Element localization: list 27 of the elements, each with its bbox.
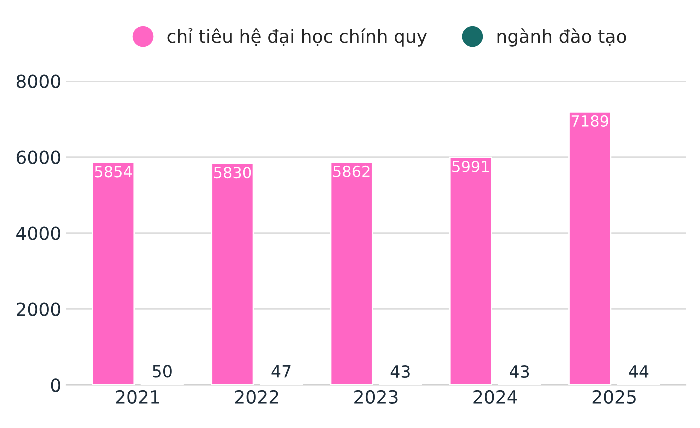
- x-tick-label: 2022: [235, 390, 278, 404]
- y-tick-label: 2000: [17, 302, 60, 316]
- data-label: 43: [390, 365, 410, 378]
- legend-label: ngành đào tạo: [498, 28, 626, 47]
- y-tick-label: 4000: [16, 226, 60, 240]
- y-tick-label: 0: [51, 378, 60, 392]
- y-tick-label: 8000: [16, 74, 60, 88]
- bar: [568, 111, 612, 386]
- x-tick-label: 2025: [592, 390, 636, 404]
- bar: [330, 162, 374, 386]
- legend-label: chỉ tiêu hệ đại học chính quy: [168, 28, 428, 47]
- x-tick-label: 2024: [474, 390, 518, 404]
- data-label: 44: [629, 366, 649, 378]
- x-tick-label: 2021: [116, 390, 160, 404]
- data-label: 43: [510, 365, 530, 378]
- data-label: 5991: [452, 160, 489, 172]
- bar: [211, 163, 254, 386]
- bar: [449, 156, 493, 386]
- data-label: 50: [153, 365, 172, 378]
- bar: [92, 162, 136, 386]
- data-label: 47: [272, 366, 291, 378]
- x-tick-label: 2023: [354, 390, 398, 404]
- y-tick-label: 6000: [16, 150, 60, 164]
- data-label: 7189: [572, 115, 608, 127]
- data-label: 5854: [95, 166, 132, 178]
- data-label: 5862: [334, 166, 370, 178]
- data-label: 5830: [214, 167, 252, 179]
